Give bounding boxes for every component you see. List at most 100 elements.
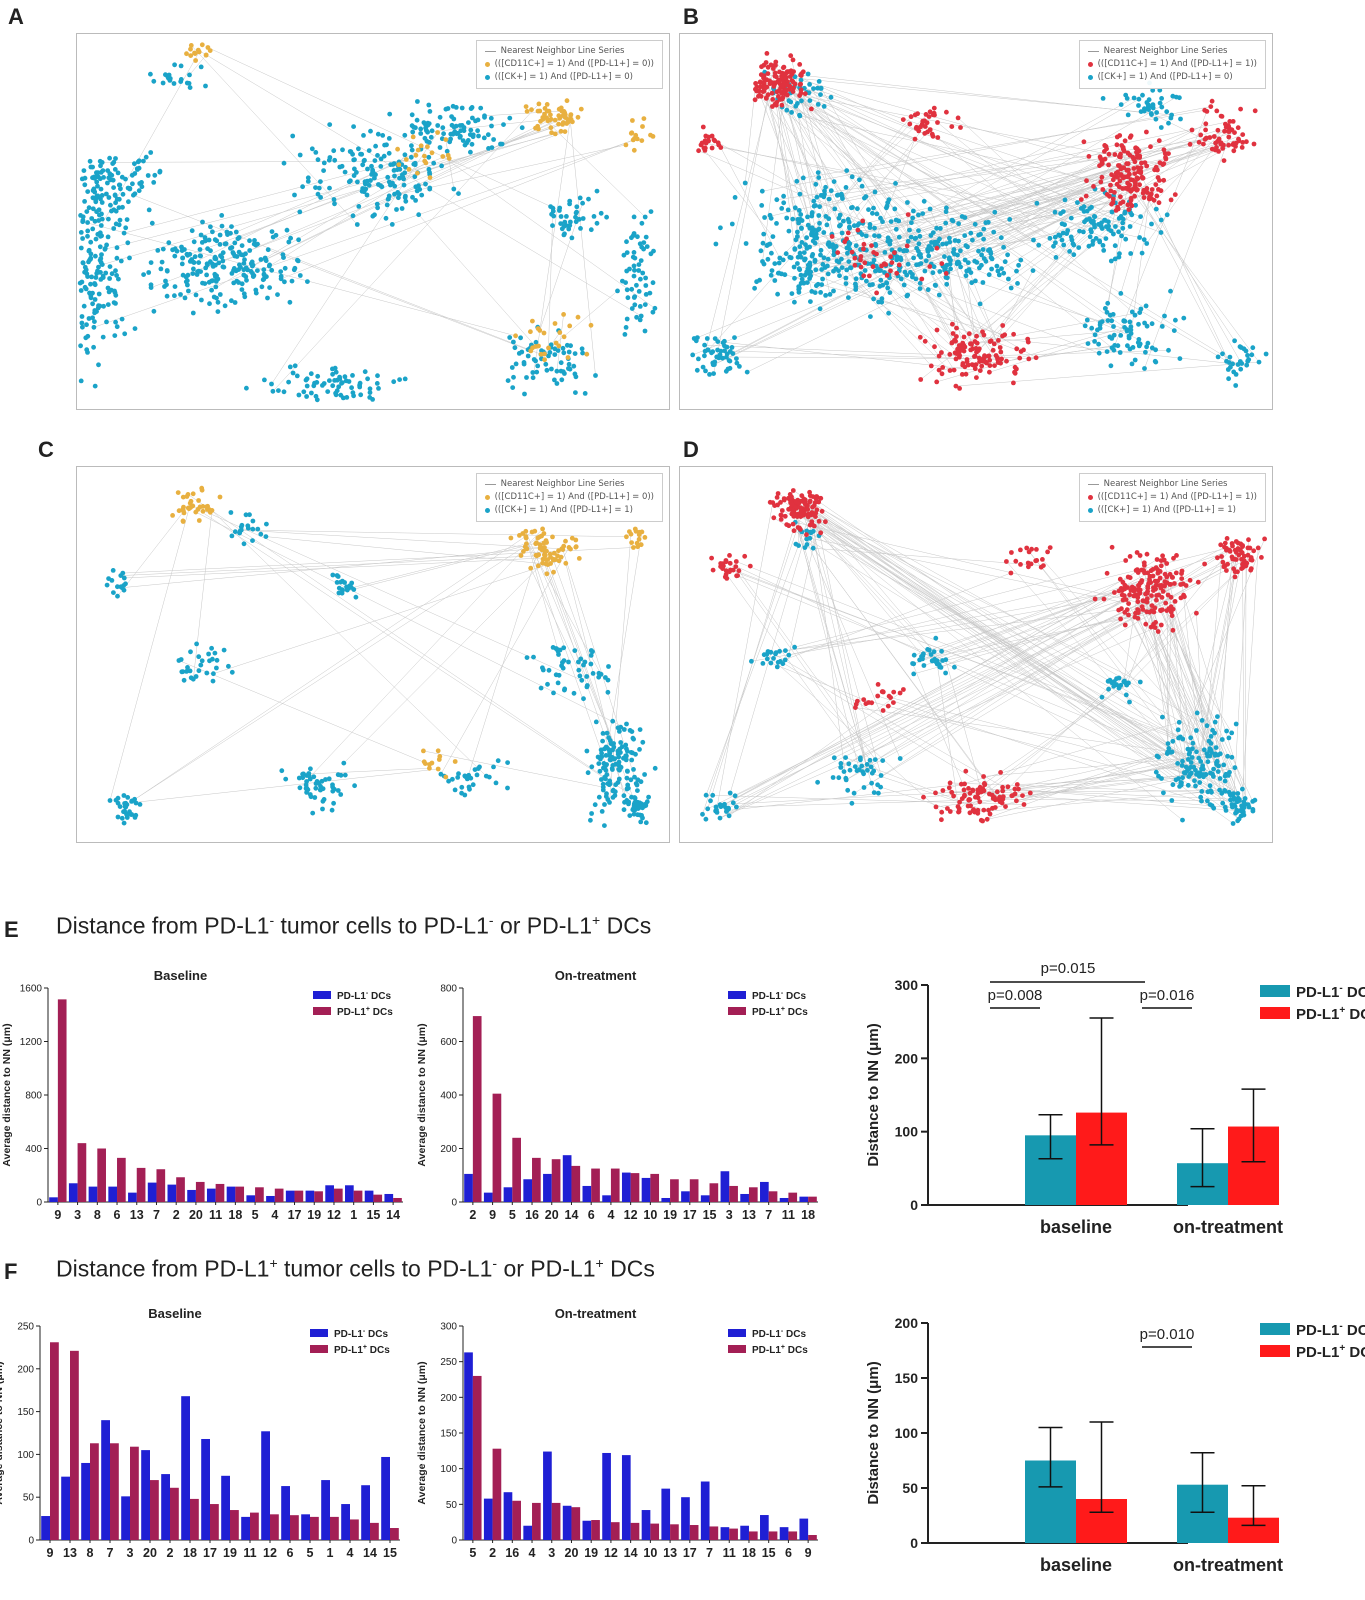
bar-pdl1-pos <box>230 1510 239 1540</box>
tumor-cell <box>380 133 386 138</box>
legend-swatch <box>728 991 746 999</box>
tumor-cell <box>78 343 83 349</box>
nn-line <box>776 102 814 234</box>
nn-line <box>548 208 554 348</box>
nn-line <box>442 156 656 309</box>
x-tick-label: 6 <box>588 1208 595 1222</box>
tumor-cell <box>124 217 130 223</box>
tumor-cell <box>366 148 372 153</box>
tumor-cell <box>187 85 193 90</box>
bar-pdl1-pos <box>472 1016 482 1202</box>
tumor-cell <box>85 233 90 239</box>
tumor-cell <box>799 240 805 245</box>
bar-pdl1-pos <box>650 1173 660 1202</box>
tumor-cell <box>830 242 836 248</box>
tumor-cell <box>853 276 859 282</box>
nn-line <box>189 54 207 76</box>
tumor-cell <box>637 304 643 309</box>
tumor-cell <box>836 215 842 221</box>
bar-pdl1-neg <box>483 1498 493 1540</box>
spatial-legend-a: Nearest Neighbor Line Series (([CD11C+] … <box>475 40 663 89</box>
x-tick-label: 7 <box>153 1208 160 1222</box>
nn-line <box>263 172 418 270</box>
spatial-plot-b: Nearest Neighbor Line Series (([CD11C+] … <box>679 33 1273 410</box>
tumor-cell <box>255 268 260 273</box>
tumor-cell <box>80 324 85 330</box>
tumor-cell <box>871 257 877 263</box>
bar-pdl1-pos <box>689 1179 699 1202</box>
nn-line <box>104 133 556 250</box>
tumor-cell <box>839 265 845 270</box>
y-tick-label: 800 <box>440 984 457 995</box>
tumor-cell <box>427 170 432 175</box>
nn-line <box>556 314 564 372</box>
legend-label: PD-L1+ DCs <box>337 1006 393 1018</box>
y-tick-label: 100 <box>895 1124 919 1140</box>
tumor-cell <box>157 168 163 174</box>
tumor-cell <box>791 264 797 270</box>
bar-pdl1-neg <box>740 1193 749 1202</box>
nn-line <box>800 79 1128 171</box>
tumor-cell <box>796 285 802 291</box>
tumor-cell <box>85 228 91 234</box>
tumor-cell <box>760 259 765 264</box>
tumor-cell <box>315 191 321 197</box>
bar-pdl1-neg <box>167 1184 177 1202</box>
x-tick-label: 18 <box>183 1546 197 1560</box>
tumor-cell <box>287 299 293 305</box>
dc-cell <box>546 345 551 351</box>
tumor-cell <box>518 335 523 341</box>
tumor-cell <box>358 392 364 398</box>
nn-line <box>819 121 1230 207</box>
tumor-cell <box>82 269 87 275</box>
tumor-cell <box>93 197 98 203</box>
tumor-cell <box>552 352 558 357</box>
bar-pdl1-pos <box>630 1173 640 1202</box>
dc-cell <box>560 122 565 127</box>
tumor-cell <box>544 367 550 373</box>
tumor-cell <box>582 391 588 396</box>
tumor-cell <box>127 255 132 261</box>
bar-pdl1-neg <box>61 1476 70 1540</box>
tumor-cell <box>107 276 112 281</box>
tumor-cell <box>186 288 191 294</box>
tumor-cell <box>643 283 649 288</box>
tumor-cell <box>897 247 903 253</box>
tumor-cell <box>815 170 821 176</box>
nn-line <box>704 72 776 356</box>
tumor-cell <box>569 235 575 241</box>
tumor-cell <box>871 296 876 302</box>
tumor-cell <box>525 353 531 359</box>
tumor-cell <box>507 335 513 340</box>
tumor-cell <box>381 153 387 159</box>
tumor-cell <box>972 221 978 227</box>
tumor-cell <box>99 211 104 217</box>
tumor-cell <box>244 277 249 283</box>
tumor-cell <box>786 228 792 234</box>
tumor-cell <box>125 240 131 246</box>
tumor-cell <box>388 182 393 188</box>
bar-pdl1-pos <box>130 1446 139 1540</box>
tumor-cell <box>845 250 850 256</box>
tumor-cell <box>880 219 885 225</box>
dc-cell <box>549 130 554 136</box>
tumor-cell <box>409 112 415 118</box>
bar-pdl1-neg <box>582 1520 592 1540</box>
tumor-cell <box>832 206 838 212</box>
dc-cell <box>558 128 564 134</box>
tumor-cell <box>365 376 370 382</box>
nn-line <box>906 143 1234 276</box>
tumor-cell <box>853 243 859 249</box>
tumor-cell <box>920 211 926 217</box>
tumor-cell <box>640 270 646 276</box>
tumor-cell <box>231 266 237 271</box>
tumor-cell <box>397 377 402 382</box>
tumor-cell <box>88 164 94 170</box>
tumor-cell <box>79 320 85 326</box>
tumor-cell <box>350 213 356 219</box>
tumor-cell <box>822 188 827 194</box>
tumor-cell <box>850 205 855 210</box>
dc-cell <box>396 162 402 168</box>
tumor-cell <box>78 288 84 293</box>
